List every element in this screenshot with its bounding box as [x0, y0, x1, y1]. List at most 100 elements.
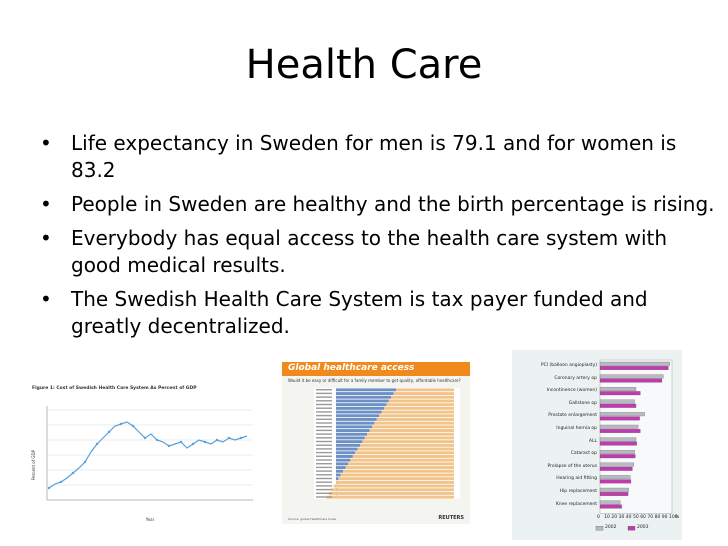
procedure-bar-2003 — [599, 504, 622, 509]
access-bar-segment — [393, 392, 454, 395]
healthcare-access-chart — [314, 388, 460, 499]
access-bar-segment — [336, 466, 346, 469]
procedure-bar-2002 — [599, 462, 634, 467]
procedure-bar-2002 — [599, 450, 635, 454]
access-bar-segment — [348, 462, 454, 466]
access-row-label — [316, 426, 332, 428]
procedure-bar-2002 — [599, 424, 639, 429]
healthcare-access-figure: Global healthcare access Would it be eas… — [282, 362, 470, 524]
bullet-text: The Swedish Health Care System is tax pa… — [71, 287, 648, 338]
procedure-bar-2003 — [599, 441, 637, 446]
access-bar-segment — [336, 392, 394, 395]
gdp-cost-ylabel: Percent of GDP — [31, 449, 36, 480]
procedure-x-unit: % — [675, 515, 680, 521]
bullet-marker: • — [40, 287, 52, 311]
procedure-label: ALL — [588, 438, 597, 444]
procedure-bar-2002 — [599, 399, 635, 404]
access-bar-segment — [357, 447, 454, 451]
access-row-label — [316, 485, 332, 487]
gdp-cost-chart: Percent of GDP Year — [31, 406, 253, 522]
access-row-label — [316, 466, 332, 469]
access-bar-segment — [336, 469, 344, 473]
access-bar-segment — [360, 443, 454, 447]
gdp-cost-grid — [47, 409, 253, 501]
procedure-x-tick: 80 — [654, 515, 661, 521]
access-row-label — [316, 407, 332, 409]
procedure-bar-2003 — [599, 403, 637, 408]
access-bar-segment — [396, 388, 454, 392]
access-bar-segment — [336, 455, 353, 458]
bullet-item: • People in Sweden are healthy and the bi… — [40, 191, 720, 218]
bullet-text: Life expectancy in Sweden for men is 79.… — [71, 131, 677, 182]
procedures-chart — [595, 359, 673, 531]
access-bar-segment — [328, 492, 454, 495]
healthcare-access-title: Global healthcare access — [288, 363, 415, 373]
procedure-label: Prolapse of the uterus — [547, 463, 597, 469]
legend-label-2002: 2002 — [605, 525, 617, 531]
procedure-bar-2002 — [599, 361, 670, 366]
access-bar-segment — [352, 455, 454, 458]
bullet-marker: • — [40, 131, 52, 155]
access-bar-segment — [336, 458, 351, 462]
access-bar-segment — [336, 425, 372, 429]
access-bar-segment — [336, 403, 387, 407]
procedures-figure: PCI (balloon angioplasty) Coronary artery… — [512, 350, 682, 540]
bullet-text: Everybody has equal access to the health… — [71, 226, 668, 277]
bullet-marker: • — [40, 226, 52, 250]
access-row-label — [316, 488, 332, 491]
healthcare-access-subtitle: Would it be easy or difficult for a fami… — [288, 378, 461, 383]
access-bar-segment — [362, 440, 454, 444]
access-bar-segment — [338, 477, 454, 481]
procedure-bar-2002 — [599, 487, 629, 492]
access-bar-segment — [381, 410, 454, 414]
access-bar-segment — [391, 395, 454, 399]
access-bar-segment — [369, 429, 454, 432]
access-row-label — [316, 477, 332, 480]
procedure-x-tick: 30 — [618, 515, 625, 521]
procedure-label: Inguinal hernia op — [556, 426, 597, 431]
access-row-label — [316, 455, 332, 457]
access-bar-segment — [336, 421, 375, 425]
access-row-label — [316, 437, 332, 439]
access-bar-segment — [336, 473, 341, 477]
access-bar-segment — [374, 421, 454, 425]
access-row-label — [316, 433, 332, 435]
access-row-label — [316, 400, 332, 402]
procedure-bar-2003 — [599, 391, 641, 396]
procedure-bar-2003 — [599, 429, 641, 433]
access-row-label — [316, 429, 332, 432]
gdp-cost-xlabel: Year — [145, 517, 155, 522]
access-bar-segment — [367, 432, 454, 436]
legend-swatch-2003 — [627, 526, 636, 531]
access-row-label — [316, 481, 332, 483]
access-bar-segment — [336, 406, 384, 410]
access-bar-segment — [336, 388, 396, 392]
procedure-label: Prostate enlargement — [548, 413, 597, 419]
procedure-label: PCI (balloon angioplasty) — [540, 363, 597, 368]
procedure-bar-2003 — [599, 479, 632, 484]
access-bar-segment — [343, 469, 454, 473]
bullet-list: • Life expectancy in Sweden for men is 79… — [40, 130, 720, 347]
procedure-x-tick: 100 — [669, 515, 678, 521]
access-bar-segment — [336, 418, 377, 421]
bullet-text: People in Sweden are healthy and the bir… — [71, 192, 715, 216]
procedure-bar-2002 — [599, 412, 645, 417]
access-bar-segment — [336, 399, 389, 403]
access-bar-segment — [336, 477, 339, 481]
procedure-label: Incontinence (women) — [546, 388, 597, 394]
slide-title: Health Care — [245, 42, 483, 88]
procedure-x-tick: 40 — [625, 515, 632, 521]
access-bar-segment — [336, 447, 358, 451]
procedure-x-tick: 60 — [640, 515, 646, 521]
bullet-item: • Everybody has equal access to the healt… — [40, 225, 720, 279]
bullet-marker: • — [40, 192, 52, 216]
legend-label-2003: 2003 — [637, 525, 649, 531]
gdp-cost-figure: Figure 1: Cost of Swedish Health Care Sy… — [25, 380, 260, 530]
access-row-label — [316, 418, 332, 420]
access-bar-segment — [376, 418, 454, 421]
access-bar-segment — [336, 480, 454, 484]
procedure-bar-2003 — [599, 416, 640, 421]
access-row-label — [316, 414, 332, 417]
access-bar-segment — [336, 410, 382, 414]
legend-swatch-2002 — [595, 526, 604, 531]
